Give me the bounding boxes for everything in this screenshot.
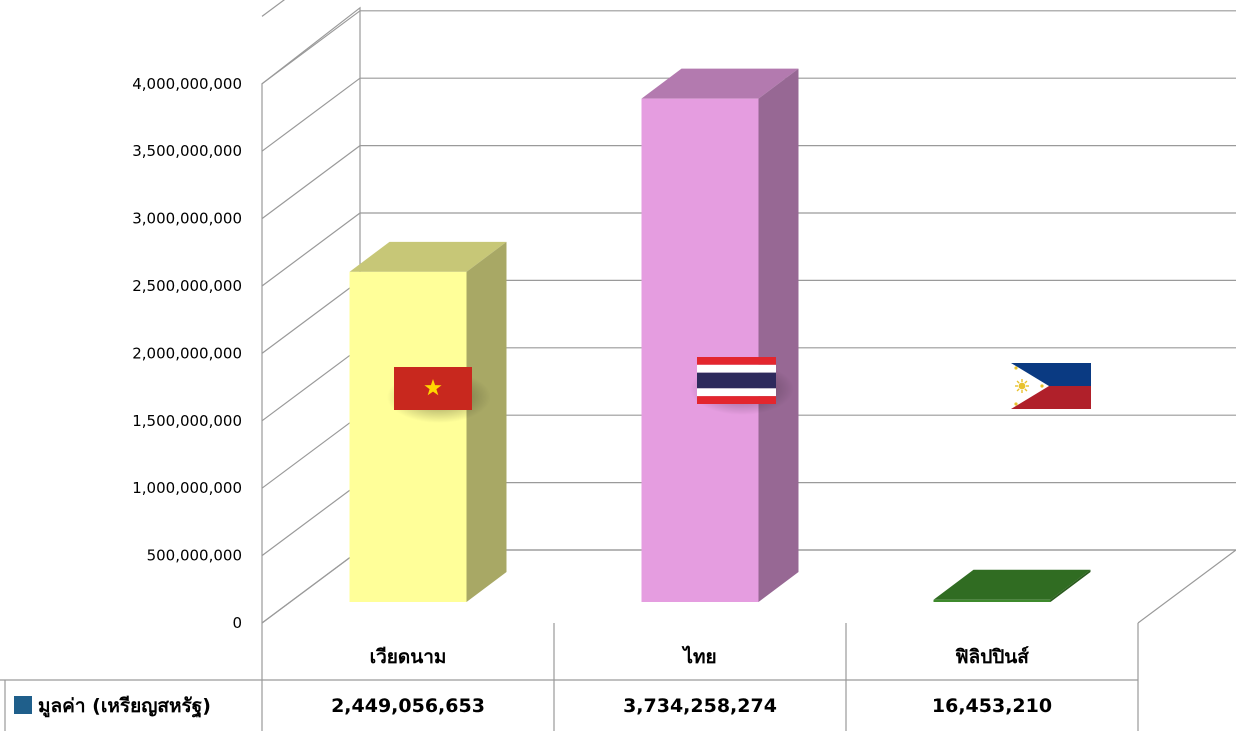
legend-marker xyxy=(14,696,32,714)
y-tick-label: 4,000,000,000 xyxy=(132,75,242,93)
category-label: ไทย xyxy=(681,645,716,668)
bar-top xyxy=(641,68,799,99)
y-tick-label: 2,000,000,000 xyxy=(132,344,242,362)
philippines-flag-icon xyxy=(1011,363,1091,409)
gridline xyxy=(261,212,1236,287)
side-wall xyxy=(261,6,361,623)
y-tick-label: 0 xyxy=(232,614,242,632)
bar-side xyxy=(758,68,799,602)
flag-icons xyxy=(387,357,1091,423)
y-tick-label: 500,000,000 xyxy=(147,547,242,565)
gridline xyxy=(261,10,1236,85)
y-axis-tick-labels: 0 500,000,000 1,000,000,000 1,500,000,000 2,… xyxy=(132,75,242,632)
data-value-label: 16,453,210 xyxy=(932,695,1052,717)
bar-front xyxy=(641,98,759,603)
gridline xyxy=(261,77,1236,152)
bar-side xyxy=(466,241,507,602)
data-value-label: 3,734,258,274 xyxy=(623,695,777,717)
thailand-flag-icon xyxy=(690,357,794,415)
bars xyxy=(349,68,1091,603)
series-label: มูลค่า (เหรียญสหรัฐ) xyxy=(38,695,211,719)
bar-top xyxy=(933,569,1091,600)
y-tick-label: 1,000,000,000 xyxy=(132,479,242,497)
category-label: ฟิลิปปินส์ xyxy=(955,646,1029,668)
data-value-label: 2,449,056,653 xyxy=(331,695,485,717)
y-tick-label: 2,500,000,000 xyxy=(132,277,242,295)
gridline xyxy=(261,145,1236,220)
category-label: เวียดนาม xyxy=(370,646,447,668)
y-tick-label: 3,500,000,000 xyxy=(132,142,242,160)
bar-top xyxy=(349,241,507,272)
y-tick-label: 3,000,000,000 xyxy=(132,210,242,228)
bar-front xyxy=(933,599,1051,602)
y-tick-label: 1,500,000,000 xyxy=(132,412,242,430)
bar xyxy=(933,569,1091,602)
bar xyxy=(641,68,799,603)
bar-side xyxy=(1050,569,1091,602)
vietnam-flag-icon xyxy=(387,367,491,423)
data-table: เวียดนาม 2,449,056,653 ไทย 3,734,258,274 ฟิล… xyxy=(0,623,1139,731)
gridline xyxy=(261,0,286,17)
bar xyxy=(349,241,507,602)
bar-front xyxy=(349,271,467,602)
